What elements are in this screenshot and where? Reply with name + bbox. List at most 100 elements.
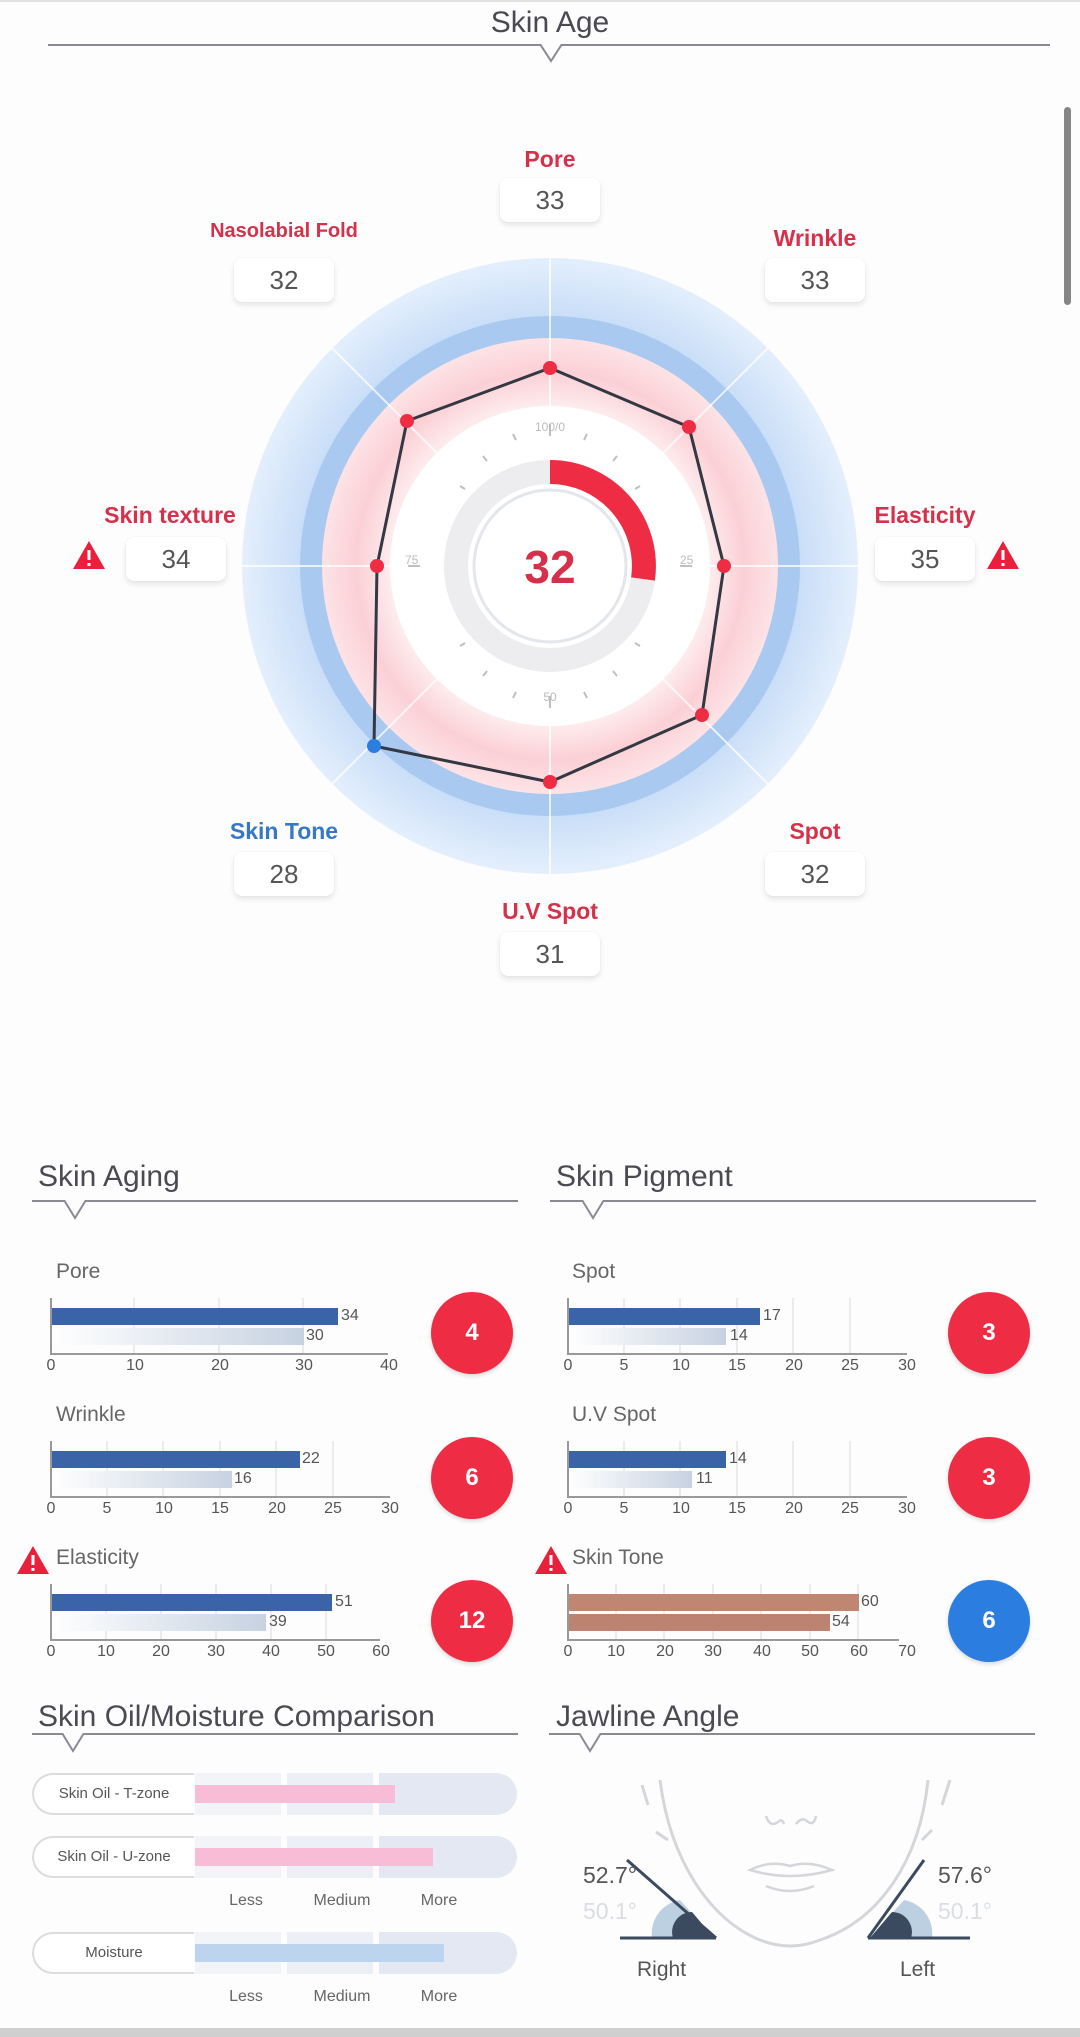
bar-value-reference: 16	[234, 1470, 252, 1487]
gauge-tick-top: 100/0	[534, 420, 566, 434]
bar-value-current: 22	[302, 1450, 320, 1467]
level-fill-t-zone	[195, 1785, 395, 1803]
bar-chart-spot	[567, 1298, 907, 1355]
jawline-divider	[549, 1733, 1035, 1735]
divider-notch	[540, 44, 562, 63]
metric-label-skin-tone: Skin Tone	[572, 1546, 664, 1569]
radar-label-spot: Spot	[789, 818, 841, 844]
metric-label-uv-spot: U.V Spot	[572, 1403, 657, 1426]
right-side-label: Right	[637, 1958, 687, 1981]
axis-tick: 5	[619, 1500, 629, 1517]
skin-aging-divider	[32, 1200, 518, 1202]
axis-tick: 0	[563, 1643, 573, 1660]
axis-tick: 50	[317, 1643, 335, 1660]
warning-icon-skin-tone	[535, 1546, 567, 1574]
radar-label-pore: Pore	[524, 146, 576, 172]
level-fill-moisture	[195, 1944, 444, 1962]
axis-tick: 20	[268, 1500, 286, 1517]
axis-tick: 15	[728, 1357, 746, 1374]
radar-value-wrinkle: 33	[765, 258, 865, 302]
axis-tick: 40	[380, 1357, 398, 1374]
difference-badge: 4	[431, 1292, 513, 1374]
bar-value-current: 14	[729, 1450, 747, 1467]
skin-age-radar-chart	[242, 258, 858, 874]
row-label-skin-oil-t-zone: Skin Oil - T-zone	[32, 1773, 194, 1815]
divider-notch	[64, 1200, 86, 1220]
bar-value-current: 60	[861, 1593, 879, 1610]
skin-age-score: 32	[524, 541, 576, 593]
row-label-moisture: Moisture	[32, 1932, 194, 1974]
axis-tick: 0	[563, 1357, 573, 1374]
radar-label-elasticity: Elasticity	[874, 502, 976, 528]
gauge-tick-left: 75	[405, 553, 419, 567]
difference-badge: 3	[948, 1437, 1030, 1519]
radar-value-nasolabial-fold: 32	[234, 258, 334, 302]
axis-tick: 30	[207, 1643, 225, 1660]
radar-label-skin-texture: Skin texture	[104, 502, 236, 528]
bar-value-reference: 14	[730, 1327, 748, 1344]
axis-tick: 10	[672, 1500, 690, 1517]
warning-icon-elasticity	[987, 541, 1019, 569]
bottom-border	[0, 2028, 1080, 2037]
bar-value-reference: 39	[269, 1613, 287, 1630]
metric-label-spot: Spot	[572, 1260, 616, 1283]
radar-value-elasticity: 35	[875, 537, 975, 581]
radar-value-uv-spot: 31	[500, 932, 600, 976]
axis-tick: 20	[785, 1357, 803, 1374]
axis-tick: 10	[607, 1643, 625, 1660]
axis-tick: 10	[97, 1643, 115, 1660]
axis-tick: 5	[619, 1357, 629, 1374]
difference-badge: 12	[431, 1580, 513, 1662]
axis-tick: 20	[152, 1643, 170, 1660]
metric-label-elasticity: Elasticity	[56, 1546, 139, 1569]
level-track-moisture	[195, 1932, 517, 1974]
axis-tick: 0	[563, 1500, 573, 1517]
jawline-title: Jawline Angle	[556, 1700, 740, 1733]
difference-badge: 3	[948, 1292, 1030, 1374]
metric-label-pore: Pore	[56, 1260, 101, 1283]
axis-tick: 40	[262, 1643, 280, 1660]
scale-label-more: More	[420, 1988, 458, 2005]
difference-badge: 6	[431, 1437, 513, 1519]
axis-tick: 0	[46, 1357, 56, 1374]
level-track-t-zone	[195, 1773, 517, 1815]
gauge-tick-bottom: 50	[543, 690, 557, 704]
jawline-face-diagram	[620, 1779, 970, 1948]
bar-value-reference: 11	[696, 1470, 713, 1487]
axis-tick: 5	[102, 1500, 112, 1517]
oil-moisture-divider	[32, 1733, 518, 1735]
bar-value-current: 17	[763, 1307, 781, 1324]
scale-label-medium: Medium	[313, 1892, 371, 1909]
scale-label-medium: Medium	[313, 1988, 371, 2005]
axis-tick: 20	[211, 1357, 229, 1374]
level-fill-u-zone	[195, 1848, 433, 1866]
level-track-u-zone	[195, 1836, 517, 1878]
bar-value-reference: 30	[306, 1327, 324, 1344]
right-angle-value: 52.7°	[583, 1862, 637, 1888]
axis-tick: 30	[898, 1500, 916, 1517]
bar-chart-elasticity	[50, 1584, 380, 1641]
radar-value-spot: 32	[765, 852, 865, 896]
scale-label-more: More	[420, 1892, 458, 1909]
axis-tick: 30	[704, 1643, 722, 1660]
axis-tick: 25	[324, 1500, 342, 1517]
bar-chart-uv-spot	[567, 1441, 907, 1498]
bar-chart-pore	[50, 1298, 388, 1355]
scale-label-less: Less	[229, 1892, 263, 1909]
axis-tick: 25	[841, 1357, 859, 1374]
skin-pigment-divider	[550, 1200, 1036, 1202]
divider-notch	[62, 1733, 84, 1753]
radar-label-nasolabial-fold: Nasolabial Fold	[210, 220, 358, 242]
bar-value-reference: 54	[832, 1613, 850, 1630]
axis-tick: 40	[753, 1643, 771, 1660]
axis-tick: 15	[211, 1500, 229, 1517]
axis-tick: 60	[850, 1643, 868, 1660]
bar-value-current: 34	[341, 1307, 359, 1324]
axis-tick: 30	[381, 1500, 399, 1517]
scrollbar[interactable]	[1064, 107, 1071, 305]
axis-tick: 20	[656, 1643, 674, 1660]
radar-label-uv-spot: U.V Spot	[502, 898, 598, 924]
right-angle-reference: 50.1°	[583, 1898, 637, 1924]
axis-tick: 20	[785, 1500, 803, 1517]
axis-tick: 70	[898, 1643, 916, 1660]
